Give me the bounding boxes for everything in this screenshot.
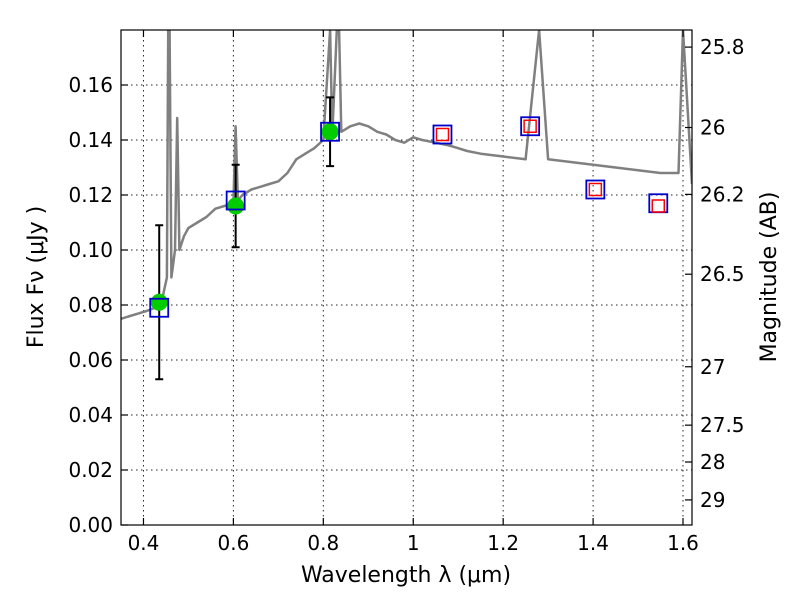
y2-tick-label: 26.5 [700,262,745,286]
model-square-small [435,127,450,142]
observed-point [227,197,245,215]
y2-tick-label: 29 [700,488,725,512]
y2-tick-label: 26 [700,116,725,140]
x-tick-label: 1 [407,531,420,555]
y2-axis-label: Magnitude (AB) [757,192,782,363]
y-tick-label: 0.12 [68,183,113,207]
model-square-small [588,182,603,197]
model-square [149,297,170,318]
y2-tick-label: 25.8 [700,35,745,59]
x-axis-label: Wavelength λ (μm) [301,563,511,588]
y-tick-label: 0.16 [68,73,113,97]
model-square [320,121,340,142]
x-tick-label: 0.6 [217,531,249,555]
model-square [225,190,246,211]
markers [149,116,669,318]
y-tick-label: 0.08 [68,293,113,317]
x-tick-label: 1.6 [667,531,699,555]
observed-point [321,123,339,141]
x-tick-label: 1.4 [577,531,609,555]
y2-tick-label: 27.5 [700,413,745,437]
grid [121,30,692,525]
ticks: 0.4 0.6 0.8 1 1.2 1.4 1.6 0.00 0.02 0.04 0.06 0.08 0… [68,30,745,555]
plot-frame [120,29,693,526]
spectrum-line-layer [121,30,692,320]
y-tick-label: 0.10 [68,238,113,262]
model-square [432,124,453,145]
y-axis-label: Flux Fν (μJy ) [24,206,49,348]
y-tick-label: 0.06 [68,348,113,372]
y-tick-label: 0.02 [68,458,113,482]
observed-point [150,293,168,311]
x-tick-label: 0.4 [128,531,160,555]
x-tick-label: 0.8 [307,531,339,555]
y-tick-label: 0.04 [68,403,113,427]
model-square [520,116,541,137]
x-tick-label: 1.2 [487,531,519,555]
model-square-small [651,199,666,213]
y2-tick-label: 27 [700,355,725,379]
y2-tick-label: 28 [700,450,725,474]
y-tick-label: 0.00 [68,513,113,537]
y-tick-label: 0.14 [68,128,113,152]
y2-tick-label: 26.2 [700,182,745,206]
model-square [585,179,606,200]
model-square-small [523,119,537,133]
spectrum-line [121,30,692,320]
